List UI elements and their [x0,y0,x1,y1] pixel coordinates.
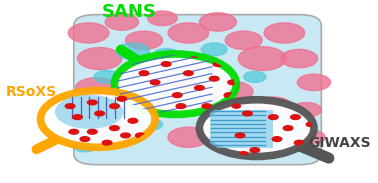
Circle shape [139,71,149,76]
Circle shape [121,133,130,138]
Circle shape [232,104,240,108]
Circle shape [243,111,252,116]
FancyBboxPatch shape [74,15,321,165]
Circle shape [168,23,209,43]
Circle shape [148,11,177,26]
Circle shape [105,14,138,30]
Circle shape [240,152,248,156]
Circle shape [95,111,104,116]
Circle shape [224,93,234,98]
Circle shape [200,100,314,156]
Circle shape [195,85,204,90]
Circle shape [172,93,182,98]
Circle shape [294,140,304,145]
Circle shape [87,100,97,105]
Circle shape [159,73,196,92]
Circle shape [200,13,236,31]
Circle shape [73,115,82,119]
Circle shape [191,53,200,57]
Circle shape [238,135,271,151]
Circle shape [200,108,222,119]
Circle shape [297,74,331,91]
Circle shape [115,54,236,114]
Circle shape [110,104,119,109]
Circle shape [95,148,104,152]
Circle shape [250,148,260,152]
Circle shape [80,137,90,141]
Circle shape [140,119,163,130]
Circle shape [255,97,292,115]
Circle shape [277,117,307,132]
Circle shape [87,129,97,134]
Circle shape [135,133,145,138]
Circle shape [76,78,116,98]
Circle shape [184,71,193,76]
Circle shape [296,130,325,145]
FancyBboxPatch shape [210,110,273,148]
Circle shape [102,140,112,145]
Circle shape [268,115,278,119]
Circle shape [150,80,160,85]
Circle shape [116,43,150,59]
Circle shape [74,141,96,152]
Circle shape [168,127,209,147]
Circle shape [264,23,305,43]
Circle shape [153,48,179,61]
Circle shape [225,31,262,49]
Circle shape [70,106,100,121]
Circle shape [65,104,75,109]
Circle shape [306,122,314,126]
Circle shape [292,102,321,117]
Circle shape [110,126,119,130]
Circle shape [238,47,286,70]
Circle shape [244,71,266,82]
Circle shape [213,62,223,66]
Circle shape [128,118,138,123]
Circle shape [94,70,120,83]
Circle shape [40,91,155,147]
Circle shape [272,137,282,141]
Circle shape [77,48,122,70]
Circle shape [129,99,159,113]
Circle shape [117,96,127,101]
Circle shape [158,49,167,54]
Circle shape [202,104,212,109]
Circle shape [281,49,318,68]
Circle shape [125,31,163,49]
Text: SANS: SANS [102,3,156,21]
Circle shape [212,81,253,102]
Text: RSoXS: RSoXS [6,85,57,98]
Circle shape [121,144,130,149]
Circle shape [69,129,79,134]
Circle shape [192,57,222,71]
Circle shape [291,115,300,119]
Circle shape [96,123,133,141]
Circle shape [201,43,227,56]
Circle shape [235,133,245,138]
Circle shape [283,126,293,130]
Text: GIWAXS: GIWAXS [308,136,371,150]
Circle shape [176,104,186,109]
Circle shape [209,76,219,81]
Circle shape [228,80,237,85]
Circle shape [55,95,124,129]
Circle shape [161,62,171,66]
Circle shape [68,23,109,43]
